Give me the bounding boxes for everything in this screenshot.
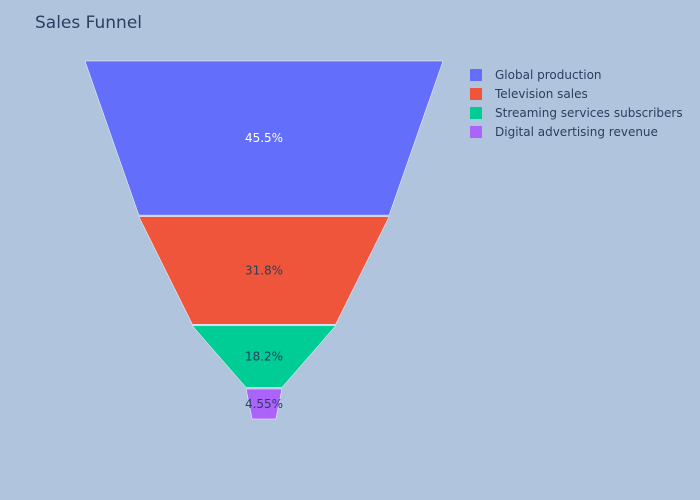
legend-label-3: Streaming services subscribers — [495, 106, 683, 120]
funnel-segment-label-3: 18.2% — [245, 350, 283, 364]
legend-swatch-1 — [470, 69, 482, 81]
legend-swatch-3 — [470, 107, 482, 119]
funnel-segment-label-1: 45.5% — [245, 131, 283, 145]
legend-label-2: Television sales — [494, 87, 588, 101]
funnel-segment-label-4: 4.55% — [245, 397, 283, 411]
legend-label-4: Digital advertising revenue — [495, 125, 658, 139]
legend-swatch-2 — [470, 88, 482, 100]
legend-item-3[interactable]: Streaming services subscribers — [470, 106, 683, 120]
legend-item-1[interactable]: Global production — [470, 68, 602, 82]
legend-item-2[interactable]: Television sales — [470, 87, 588, 101]
legend-label-1: Global production — [495, 68, 602, 82]
funnel-segment-label-2: 31.8% — [245, 263, 283, 277]
legend-swatch-4 — [470, 126, 482, 138]
legend-item-4[interactable]: Digital advertising revenue — [470, 125, 658, 139]
